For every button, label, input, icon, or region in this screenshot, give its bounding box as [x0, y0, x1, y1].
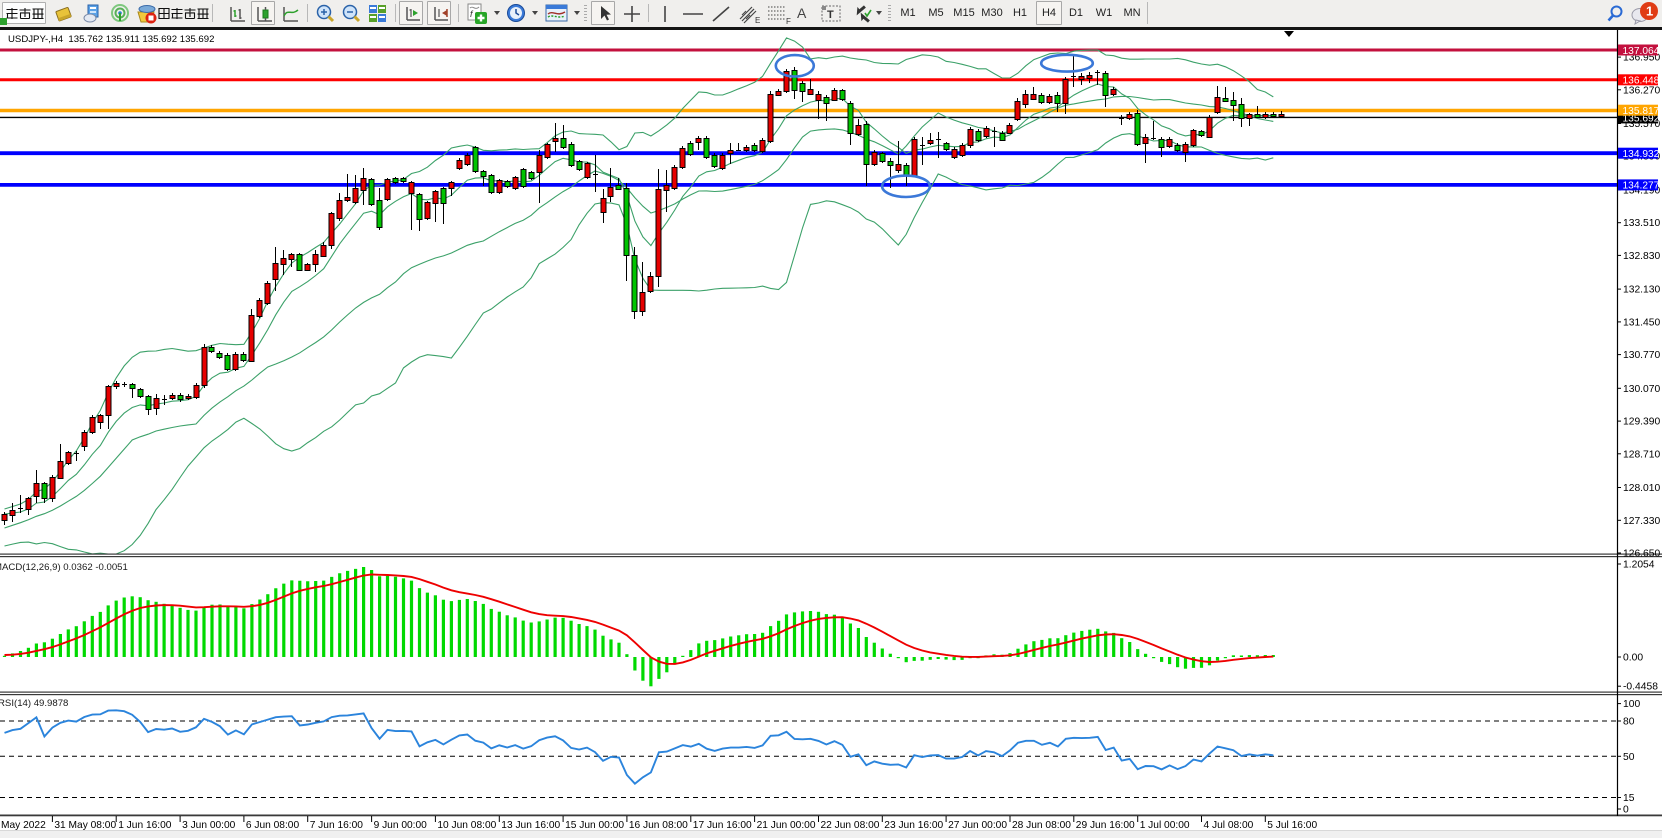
- svg-text:1.2054: 1.2054: [1623, 560, 1655, 571]
- svg-text:28 Jun 08:00: 28 Jun 08:00: [1012, 820, 1071, 831]
- svg-text:131.450: 131.450: [1623, 317, 1660, 328]
- svg-text:135.570: 135.570: [1623, 119, 1660, 130]
- svg-text:134.932: 134.932: [1623, 149, 1660, 160]
- svg-text:9 Jun 00:00: 9 Jun 00:00: [374, 820, 428, 831]
- svg-text:15 Jun 00:00: 15 Jun 00:00: [565, 820, 624, 831]
- svg-text:16 Jun 08:00: 16 Jun 08:00: [629, 820, 688, 831]
- svg-text:-0.4458: -0.4458: [1623, 682, 1658, 693]
- svg-text:RSI(14) 49.9878: RSI(14) 49.9878: [0, 698, 68, 709]
- svg-text:126.650: 126.650: [1623, 549, 1660, 560]
- svg-text:22 Jun 08:00: 22 Jun 08:00: [821, 820, 880, 831]
- svg-text:T: T: [827, 9, 834, 21]
- svg-text:4 Jul 08:00: 4 Jul 08:00: [1204, 820, 1254, 831]
- svg-text:128.010: 128.010: [1623, 483, 1660, 494]
- svg-text:23 Jun 16:00: 23 Jun 16:00: [884, 820, 943, 831]
- svg-text:May 2022: May 2022: [1, 820, 46, 831]
- svg-text:17 Jun 16:00: 17 Jun 16:00: [693, 820, 752, 831]
- svg-text:136.270: 136.270: [1623, 85, 1660, 96]
- svg-text:129.390: 129.390: [1623, 417, 1660, 428]
- svg-text:27 Jun 00:00: 27 Jun 00:00: [948, 820, 1007, 831]
- svg-text:7 Jun 16:00: 7 Jun 16:00: [310, 820, 364, 831]
- svg-text:E: E: [755, 16, 760, 25]
- svg-text:6 Jun 08:00: 6 Jun 08:00: [246, 820, 300, 831]
- svg-text:130.070: 130.070: [1623, 384, 1660, 395]
- svg-text:134.277: 134.277: [1623, 181, 1660, 192]
- svg-text:50: 50: [1623, 752, 1635, 763]
- svg-text:0.00: 0.00: [1623, 653, 1643, 664]
- svg-text:132.830: 132.830: [1623, 251, 1660, 262]
- svg-text:15: 15: [1623, 793, 1635, 804]
- svg-text:f: f: [470, 9, 474, 19]
- svg-text:MACD(12,26,9) 0.0362 -0.0051: MACD(12,26,9) 0.0362 -0.0051: [0, 562, 128, 573]
- svg-text:1: 1: [1646, 4, 1653, 19]
- svg-text:128.710: 128.710: [1623, 449, 1660, 460]
- svg-text:130.770: 130.770: [1623, 350, 1660, 361]
- svg-text:127.330: 127.330: [1623, 516, 1660, 527]
- svg-text:29 Jun 16:00: 29 Jun 16:00: [1076, 820, 1135, 831]
- svg-text:137.064: 137.064: [1623, 46, 1660, 57]
- svg-text:1 Jun 16:00: 1 Jun 16:00: [118, 820, 172, 831]
- svg-text:5 Jul 16:00: 5 Jul 16:00: [1267, 820, 1317, 831]
- svg-text:136.448: 136.448: [1623, 76, 1660, 87]
- svg-text:134.190: 134.190: [1623, 185, 1660, 196]
- svg-text:F: F: [786, 17, 791, 26]
- svg-text:1 Jul 00:00: 1 Jul 00:00: [1140, 820, 1190, 831]
- svg-text:135.817: 135.817: [1623, 106, 1660, 117]
- svg-text:136.950: 136.950: [1623, 53, 1660, 64]
- svg-text:10 Jun 08:00: 10 Jun 08:00: [437, 820, 496, 831]
- svg-text:0: 0: [1623, 805, 1629, 816]
- svg-text:133.510: 133.510: [1623, 218, 1660, 229]
- svg-text:3 Jun 00:00: 3 Jun 00:00: [182, 820, 236, 831]
- svg-text:135.692: 135.692: [1623, 114, 1660, 125]
- svg-text:80: 80: [1623, 717, 1635, 728]
- svg-text:13 Jun 16:00: 13 Jun 16:00: [501, 820, 560, 831]
- svg-text:USDJPY-,H4 135.762 135.911 13: USDJPY-,H4 135.762 135.911 135.692 135.6…: [8, 34, 214, 45]
- svg-text:100: 100: [1623, 699, 1640, 710]
- svg-text:31 May 08:00: 31 May 08:00: [54, 820, 116, 831]
- svg-text:21 Jun 00:00: 21 Jun 00:00: [757, 820, 816, 831]
- svg-text:132.130: 132.130: [1623, 285, 1660, 296]
